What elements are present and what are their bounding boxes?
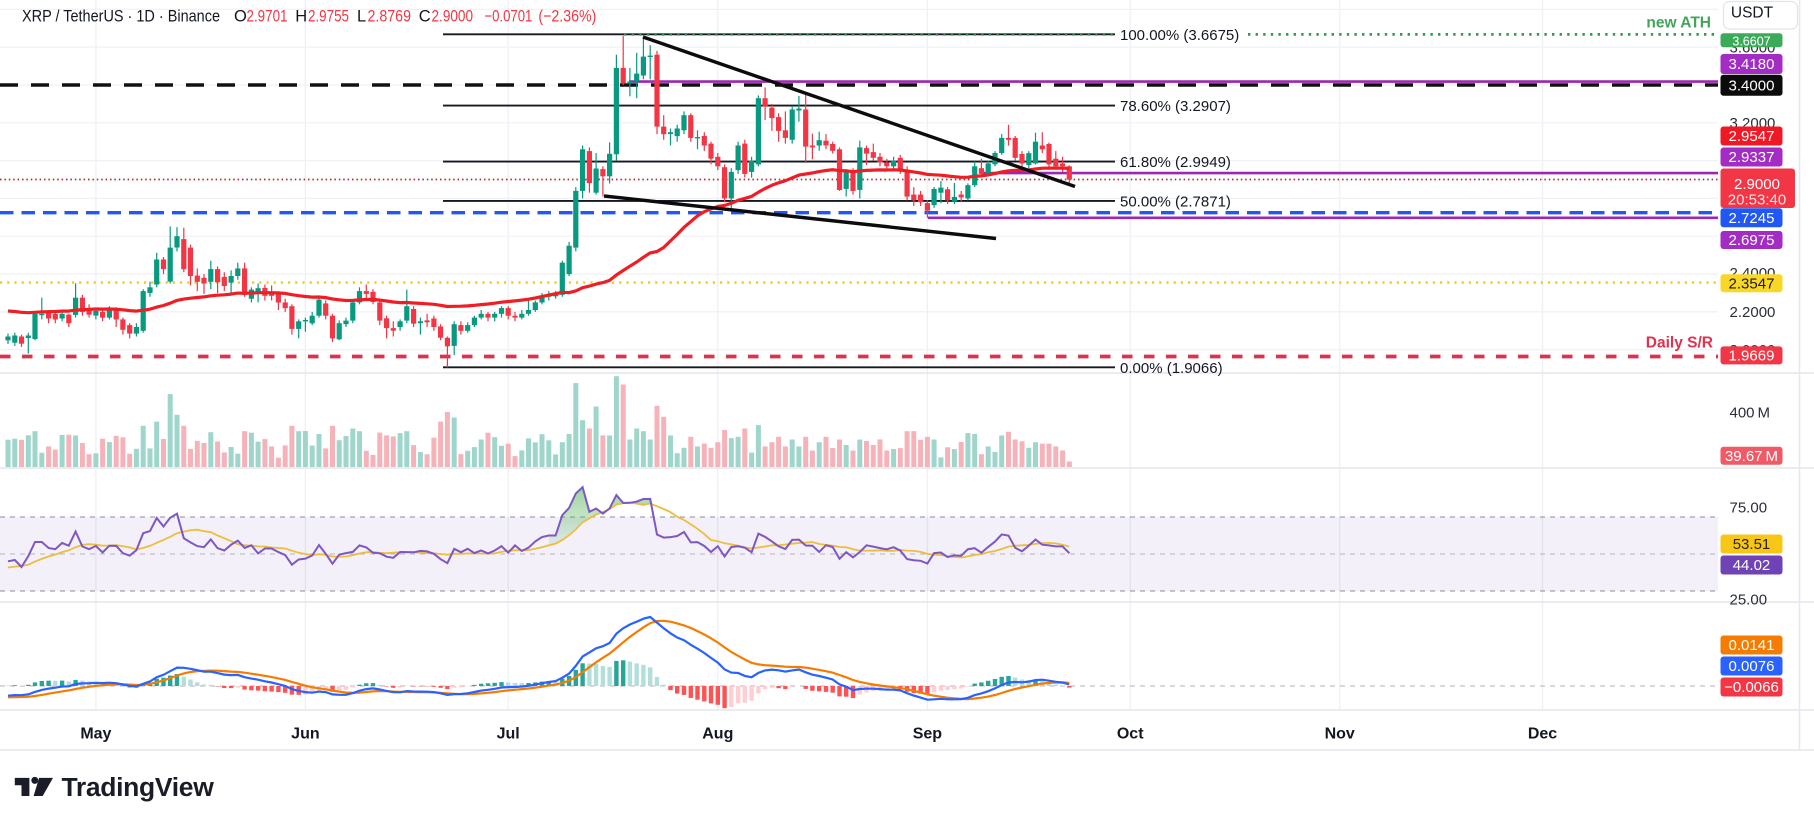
svg-text:44.02: 44.02 [1733,557,1771,574]
svg-text:50.00% (2.7871): 50.00% (2.7871) [1120,193,1231,210]
svg-text:400 M: 400 M [1730,405,1771,422]
svg-text:78.60% (3.2907): 78.60% (3.2907) [1120,98,1231,115]
svg-text:2.3547: 2.3547 [1729,276,1775,293]
svg-text:53.51: 53.51 [1733,536,1771,553]
svg-text:O: O [234,7,247,25]
svg-text:2.9337: 2.9337 [1729,149,1775,166]
svg-text:XRP / TetherUS · 1D · Binance: XRP / TetherUS · 1D · Binance [22,7,220,25]
svg-text:75.00: 75.00 [1730,500,1768,517]
svg-text:USDT: USDT [1731,5,1774,22]
svg-text:0.0076: 0.0076 [1729,658,1775,675]
svg-text:2.9755: 2.9755 [308,7,349,25]
svg-text:2.7245: 2.7245 [1729,210,1775,227]
svg-text:2.6975: 2.6975 [1729,232,1775,249]
svg-text:2.8769: 2.8769 [368,7,412,25]
svg-text:Aug: Aug [702,726,733,743]
svg-text:Jun: Jun [291,726,319,743]
svg-text:−0.0701: −0.0701 [484,7,532,25]
svg-text:3.6607: 3.6607 [1732,34,1770,48]
svg-text:0.0141: 0.0141 [1729,637,1775,654]
svg-text:25.00: 25.00 [1730,592,1768,609]
svg-text:100.00% (3.6675): 100.00% (3.6675) [1120,27,1239,44]
svg-text:3.4000: 3.4000 [1729,78,1775,95]
svg-text:0.00% (1.9066): 0.00% (1.9066) [1120,360,1223,377]
svg-text:20:53:40: 20:53:40 [1728,192,1786,209]
svg-text:Sep: Sep [913,726,943,743]
svg-text:May: May [80,726,111,743]
svg-text:new ATH: new ATH [1646,15,1711,32]
svg-text:3.4180: 3.4180 [1729,56,1775,73]
svg-text:Nov: Nov [1325,726,1355,743]
svg-text:39.67 M: 39.67 M [1725,448,1778,465]
svg-text:2.2000: 2.2000 [1730,304,1776,321]
svg-text:61.80% (2.9949): 61.80% (2.9949) [1120,154,1231,171]
svg-text:Jul: Jul [497,726,520,743]
svg-text:L: L [357,7,366,25]
svg-text:Daily S/R: Daily S/R [1646,335,1713,352]
svg-text:2.9000: 2.9000 [1734,176,1780,193]
svg-text:Dec: Dec [1528,726,1557,743]
svg-text:Oct: Oct [1117,726,1144,743]
svg-text:−0.0066: −0.0066 [1724,679,1779,696]
svg-text:2.9701: 2.9701 [247,7,288,25]
svg-text:TradingView: TradingView [62,774,214,802]
svg-text:C: C [419,7,431,25]
svg-text:H: H [295,7,307,25]
svg-text:1.9669: 1.9669 [1729,348,1775,365]
svg-text:2.9000: 2.9000 [432,7,474,25]
svg-text:(−2.36%): (−2.36%) [538,7,596,25]
svg-text:2.9547: 2.9547 [1729,128,1775,145]
